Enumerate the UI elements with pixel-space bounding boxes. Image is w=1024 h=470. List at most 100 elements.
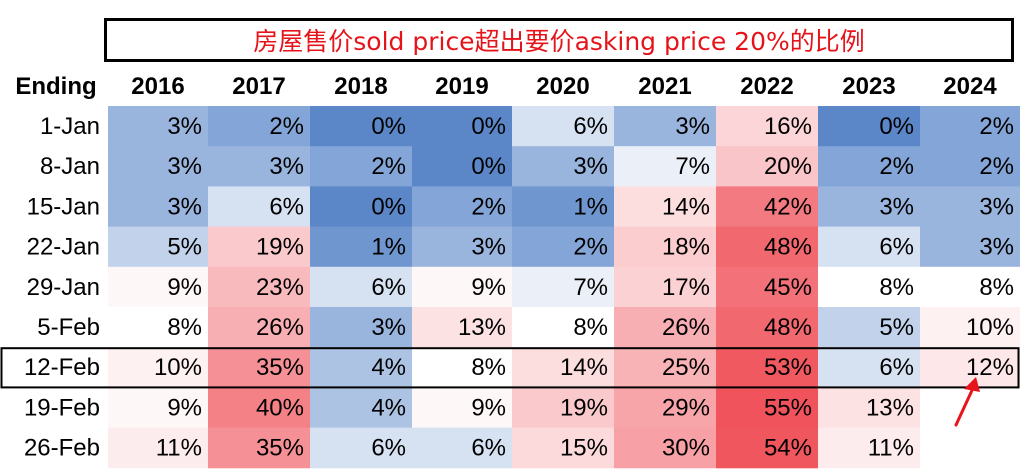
heatmap-cell-1-Jan-2017 xyxy=(208,106,310,147)
cell-value-label: 23% xyxy=(256,274,304,301)
heatmap-cell-1-Jan-2021 xyxy=(614,106,716,147)
column-header-2016: 2016 xyxy=(131,73,184,100)
heatmap-cell-12-Feb-2020 xyxy=(512,347,614,388)
cell-value-label: 2% xyxy=(471,193,506,220)
cell-value-label: 11% xyxy=(868,435,914,462)
heatmap-cell-15-Jan-2023 xyxy=(818,186,920,228)
heatmap-cell-22-Jan-2019 xyxy=(412,226,512,268)
cell-value-label: 2% xyxy=(269,113,304,140)
row-label-26-Feb: 26-Feb xyxy=(24,435,100,462)
heatmap-cell-12-Feb-2023 xyxy=(818,347,920,388)
heatmap-cell-26-Feb-2017 xyxy=(208,427,310,469)
cell-value-label: 19% xyxy=(560,394,608,421)
column-header-2020: 2020 xyxy=(536,73,589,100)
cell-value-label: 13% xyxy=(458,314,506,341)
cell-value-label: 11% xyxy=(156,435,202,462)
cell-value-label: 7% xyxy=(675,153,710,180)
heatmap-cell-12-Feb-2019 xyxy=(412,347,512,388)
heatmap-cell-15-Jan-2024 xyxy=(920,186,1020,228)
heatmap-cell-5-Feb-2020 xyxy=(512,307,614,348)
heatmap-cell-5-Feb-2023 xyxy=(818,307,920,348)
heatmap-cell-19-Feb-2022 xyxy=(716,387,818,429)
cell-value-label: 8% xyxy=(573,314,608,341)
heatmap-cell-8-Jan-2023 xyxy=(818,146,920,187)
heatmap-cell-15-Jan-2016 xyxy=(108,186,208,228)
cell-value-label: 0% xyxy=(371,193,406,220)
cell-value-label: 15% xyxy=(560,435,608,462)
heatmap-cell-5-Feb-2017 xyxy=(208,307,310,348)
cell-value-label: 35% xyxy=(256,354,304,381)
chart-title: 房屋售价sold price超出要价asking price 20%的比例 xyxy=(104,18,1014,62)
heatmap-cell-19-Feb-2023 xyxy=(818,387,920,429)
cell-value-label: 7% xyxy=(573,274,608,301)
cell-value-label: 2% xyxy=(979,113,1014,140)
heatmap-cell-19-Feb-2020 xyxy=(512,387,614,429)
red-arrow-head-icon xyxy=(964,377,980,392)
cell-value-label: 0% xyxy=(879,113,914,140)
row-label-5-Feb: 5-Feb xyxy=(37,314,100,341)
heatmap-cell-29-Jan-2021 xyxy=(614,266,716,308)
heatmap-cell-8-Jan-2016 xyxy=(108,146,208,187)
row-label-15-Jan: 15-Jan xyxy=(27,193,100,220)
cell-value-label: 12% xyxy=(966,354,1014,381)
cell-value-label: 9% xyxy=(471,394,506,421)
row-header-label: Ending xyxy=(15,73,96,100)
cell-value-label: 4% xyxy=(371,354,406,381)
cell-value-label: 9% xyxy=(167,274,202,301)
heatmap-cell-12-Feb-2021 xyxy=(614,347,716,388)
heatmap-cell-1-Jan-2020 xyxy=(512,106,614,147)
heatmap-cell-15-Jan-2017 xyxy=(208,186,310,228)
heatmap-cell-29-Jan-2023 xyxy=(818,266,920,308)
cell-value-label: 2% xyxy=(371,153,406,180)
row-label-8-Jan: 8-Jan xyxy=(40,153,100,180)
cell-value-label: 3% xyxy=(675,113,710,140)
heatmap-cell-19-Feb-2016 xyxy=(108,387,208,429)
cell-value-label: 10% xyxy=(966,314,1014,341)
cell-value-label: 0% xyxy=(371,113,406,140)
heatmap-cell-22-Jan-2018 xyxy=(310,226,412,268)
highlighted-row-outline xyxy=(0,347,1020,389)
heatmap-cell-12-Feb-2022 xyxy=(716,347,818,388)
cell-value-label: 3% xyxy=(979,234,1014,261)
cell-value-label: 3% xyxy=(167,153,202,180)
cell-value-label: 19% xyxy=(256,234,304,261)
row-label-19-Feb: 19-Feb xyxy=(24,394,100,421)
cell-value-label: 40% xyxy=(256,394,304,421)
heatmap-cell-26-Feb-2018 xyxy=(310,427,412,469)
heatmap-cell-22-Jan-2023 xyxy=(818,226,920,268)
heatmap-cell-19-Feb-2019 xyxy=(412,387,512,429)
heatmap-cell-12-Feb-2024 xyxy=(920,347,1020,388)
heatmap-cell-29-Jan-2022 xyxy=(716,266,818,308)
cell-value-label: 55% xyxy=(764,394,812,421)
cell-value-label: 3% xyxy=(167,113,202,140)
heatmap-cell-26-Feb-2016 xyxy=(108,427,208,469)
heatmap-cell-8-Jan-2021 xyxy=(614,146,716,187)
red-arrow-shaft xyxy=(954,384,976,427)
heatmap-cell-22-Jan-2024 xyxy=(920,226,1020,268)
heatmap-cell-15-Jan-2018 xyxy=(310,186,412,228)
heatmap-cell-29-Jan-2019 xyxy=(412,266,512,308)
cell-value-label: 26% xyxy=(662,314,710,341)
heatmap-cell-22-Jan-2022 xyxy=(716,226,818,268)
column-header-2018: 2018 xyxy=(334,73,387,100)
heatmap-cell-1-Jan-2022 xyxy=(716,106,818,147)
heatmap-cell-26-Feb-2021 xyxy=(614,427,716,469)
heatmap-cell-8-Jan-2017 xyxy=(208,146,310,187)
heatmap-cell-8-Jan-2019 xyxy=(412,146,512,187)
row-label-12-Feb: 12-Feb xyxy=(24,354,100,381)
heatmap-cell-26-Feb-2023 xyxy=(818,427,920,469)
row-label-29-Jan: 29-Jan xyxy=(27,274,100,301)
cell-value-label: 16% xyxy=(764,113,812,140)
cell-value-label: 8% xyxy=(471,354,506,381)
cell-value-label: 29% xyxy=(662,394,710,421)
cell-value-label: 2% xyxy=(573,234,608,261)
cell-value-label: 9% xyxy=(167,394,202,421)
cell-value-label: 3% xyxy=(979,193,1014,220)
heatmap-cell-5-Feb-2024 xyxy=(920,307,1020,348)
cell-value-label: 14% xyxy=(560,354,608,381)
cell-value-label: 30% xyxy=(662,435,710,462)
cell-value-label: 8% xyxy=(979,274,1014,301)
heatmap-cell-12-Feb-2016 xyxy=(108,347,208,388)
heatmap-cell-29-Jan-2017 xyxy=(208,266,310,308)
